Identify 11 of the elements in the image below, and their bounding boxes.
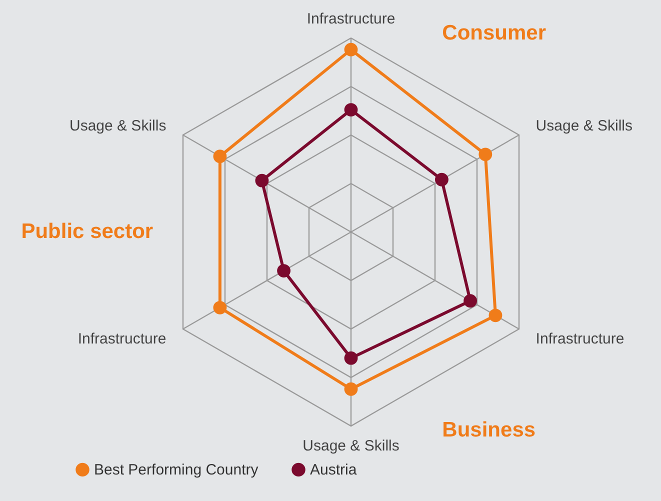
spoke-label: Infrastructure — [78, 330, 166, 348]
text: Consumer — [442, 22, 546, 45]
text: Public sector — [21, 220, 154, 243]
text: Business — [442, 418, 536, 442]
legend-label: Austria — [310, 462, 358, 479]
spoke-label: Usage & Skills — [536, 117, 633, 134]
spoke-label: Infrastructure — [536, 330, 624, 348]
spoke-label: Usage & Skills — [302, 437, 400, 454]
legend-label: Best Performing Country — [94, 462, 259, 479]
spoke-label: Usage & Skills — [69, 117, 166, 134]
spoke-label: Infrastructure — [306, 10, 396, 28]
